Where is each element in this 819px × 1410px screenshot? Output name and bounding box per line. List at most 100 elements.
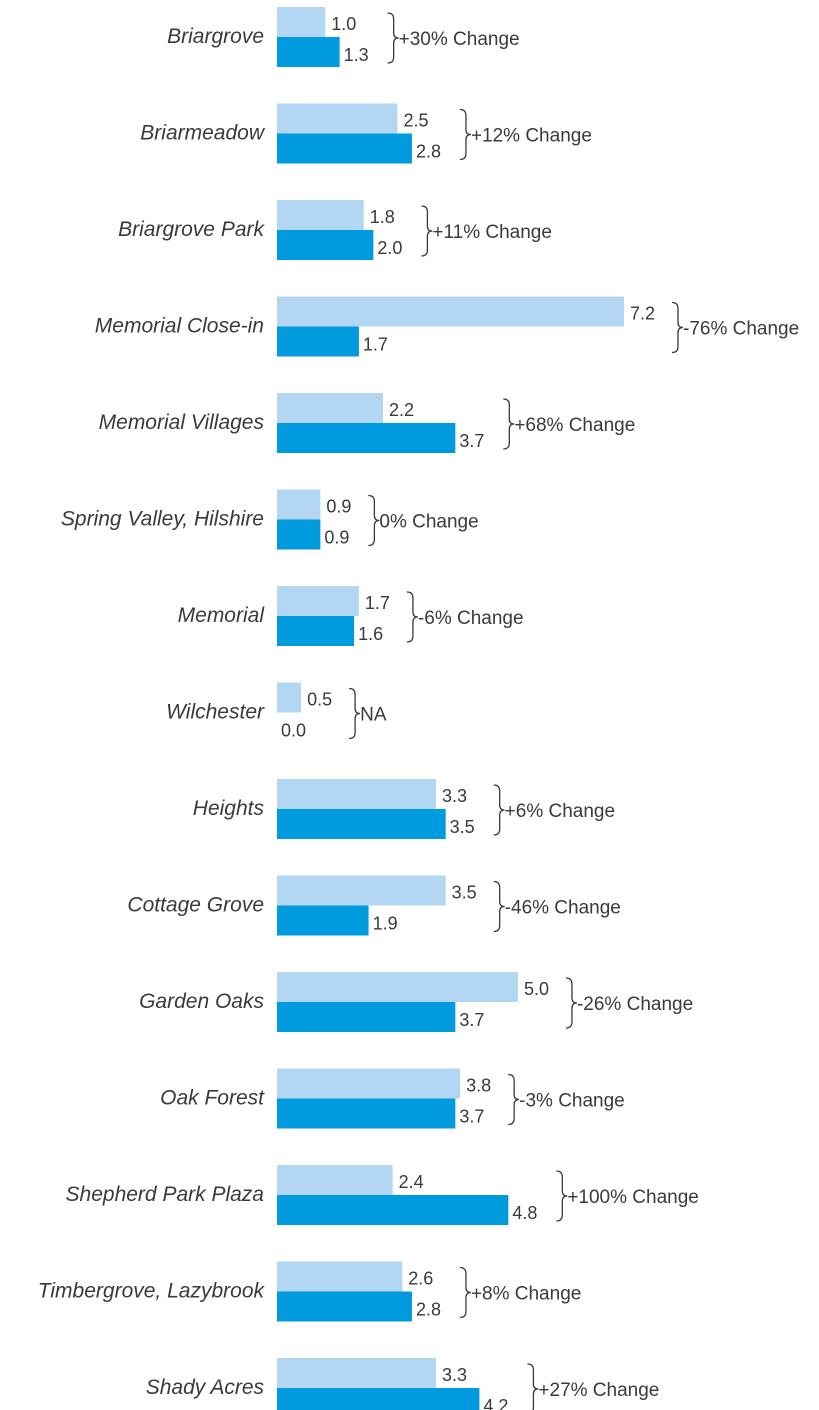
brace-icon <box>493 784 505 836</box>
value-label-series-2: 4.2 <box>483 1396 508 1410</box>
brace-icon <box>493 880 505 933</box>
category-row: Briarmeadow 2.5 2.8 +12% Change <box>140 103 592 164</box>
value-label-series-2: 3.7 <box>459 1107 484 1127</box>
brace-icon <box>565 977 578 1029</box>
value-label-series-1: 0.9 <box>326 497 351 517</box>
brace-icon <box>508 1073 520 1126</box>
category-row: Wilchester 0.50.0 NA <box>166 682 387 741</box>
category-label: Briarmeadow <box>140 122 266 145</box>
bar-series-1 <box>277 972 518 1002</box>
bar-series-1 <box>277 875 446 906</box>
change-annotation: +100% Change <box>567 1187 699 1208</box>
category-label: Timbergrove, Lazybrook <box>38 1280 266 1303</box>
bar-series-1 <box>277 7 326 37</box>
category-label: Memorial Villages <box>99 411 265 434</box>
bar-series-1 <box>277 1165 393 1195</box>
bar-series-1 <box>277 1261 403 1292</box>
value-label-series-2: 2.8 <box>416 142 441 162</box>
change-annotation: NA <box>360 705 387 726</box>
value-label-series-1: 2.4 <box>399 1172 424 1192</box>
bar-series-1 <box>277 296 624 327</box>
bar-series-2 <box>277 1388 480 1410</box>
category-row: Heights 3.3 3.5 +6% Change <box>193 779 615 839</box>
category-label: Cottage Grove <box>127 894 264 917</box>
category-row: Oak Forest 3.8 3.7 -3% Change <box>160 1068 625 1129</box>
value-label-series-1: 2.5 <box>403 111 428 131</box>
bar-series-2 <box>277 37 340 67</box>
change-annotation: 0% Change <box>379 512 478 533</box>
change-annotation: -6% Change <box>418 608 524 629</box>
value-label-series-2: 1.7 <box>363 335 388 355</box>
brace-icon <box>368 494 380 547</box>
change-annotation: +11% Change <box>432 222 552 243</box>
bar-series-2 <box>277 230 374 260</box>
brace-icon <box>459 108 471 161</box>
category-row: Memorial 1.7 1.6 -6% Change <box>178 586 524 646</box>
brace-icon <box>527 1363 539 1410</box>
category-row: Briargrove Park 1.8 2.0 +11% Change <box>118 200 552 260</box>
bar-series-2 <box>277 1291 412 1322</box>
category-label: Memorial Close-in <box>95 315 264 338</box>
bar-series-2 <box>277 133 412 164</box>
change-annotation: +68% Change <box>514 415 635 436</box>
category-row: Spring Valley, Hilshire 0.9 0.9 0% Change <box>61 489 479 550</box>
category-row: Shady Acres 3.3 4.2 +27% Change <box>146 1358 659 1410</box>
category-label: Briargrove Park <box>118 218 265 241</box>
category-label: Oak Forest <box>160 1087 265 1110</box>
value-label-series-1: 3.8 <box>466 1076 491 1096</box>
bar-series-1 <box>277 200 364 230</box>
category-row: Briargrove 1.0 1.3 +30% Change <box>167 7 520 67</box>
value-label-series-2: 0.9 <box>324 528 349 548</box>
bar-series-2 <box>277 616 355 646</box>
category-label: Shady Acres <box>146 1376 265 1399</box>
brace-icon <box>349 687 361 740</box>
bar-series-1 <box>277 586 359 616</box>
value-label-series-1: 7.2 <box>630 304 655 324</box>
category-row: Timbergrove, Lazybrook 2.6 2.8 +8% Change <box>38 1261 581 1322</box>
bar-series-2 <box>277 1002 456 1032</box>
category-label: Garden Oaks <box>139 990 264 1013</box>
bar-series-2 <box>277 1098 456 1129</box>
value-label-series-1: 3.5 <box>452 883 477 903</box>
bar-series-1 <box>277 1358 437 1388</box>
value-label-series-2: 1.9 <box>373 914 398 934</box>
value-label-series-1: 2.6 <box>408 1269 433 1289</box>
brace-icon <box>556 1170 568 1222</box>
bar-series-2 <box>277 519 321 550</box>
value-label-series-2: 1.6 <box>358 624 383 644</box>
category-label: Memorial <box>178 604 266 627</box>
value-label-series-2: 2.0 <box>377 238 402 258</box>
change-annotation: +12% Change <box>471 126 592 147</box>
change-annotation: -46% Change <box>505 898 621 919</box>
value-label-series-1: 0.5 <box>307 690 332 710</box>
bar-series-2 <box>277 905 369 936</box>
value-label-series-2: 2.8 <box>416 1300 441 1320</box>
value-label-series-1: 1.7 <box>365 593 390 613</box>
bar-series-1 <box>277 103 398 134</box>
value-label-series-2: 4.8 <box>512 1203 537 1223</box>
value-label-series-1: 1.0 <box>331 14 356 34</box>
value-label-series-1: 5.0 <box>524 979 549 999</box>
brace-icon <box>671 301 684 354</box>
brace-icon <box>406 591 418 643</box>
brace-icon <box>421 205 433 257</box>
category-row: Garden Oaks 5.0 3.7 -26% Change <box>139 972 693 1032</box>
value-label-series-2: 3.5 <box>450 817 475 837</box>
value-label-series-2: 3.7 <box>459 1010 484 1030</box>
bar-series-2 <box>277 1195 509 1225</box>
brace-icon <box>503 398 515 450</box>
category-row: Cottage Grove 3.5 1.9 -46% Change <box>127 875 621 936</box>
category-label: Heights <box>193 797 265 820</box>
category-label: Spring Valley, Hilshire <box>61 508 264 531</box>
bar-series-2 <box>277 326 359 357</box>
value-label-series-2: 0.0 <box>281 721 306 741</box>
bar-series-2 <box>277 423 456 453</box>
brace-icon <box>459 1266 471 1319</box>
value-label-series-1: 3.3 <box>442 786 467 806</box>
category-row: Shepherd Park Plaza 2.4 4.8 +100% Change <box>66 1165 699 1225</box>
value-label-series-1: 2.2 <box>389 400 414 420</box>
value-label-series-2: 1.3 <box>344 45 369 65</box>
category-label: Shepherd Park Plaza <box>66 1183 264 1206</box>
change-annotation: +30% Change <box>399 29 520 50</box>
bar-series-1 <box>277 393 384 423</box>
